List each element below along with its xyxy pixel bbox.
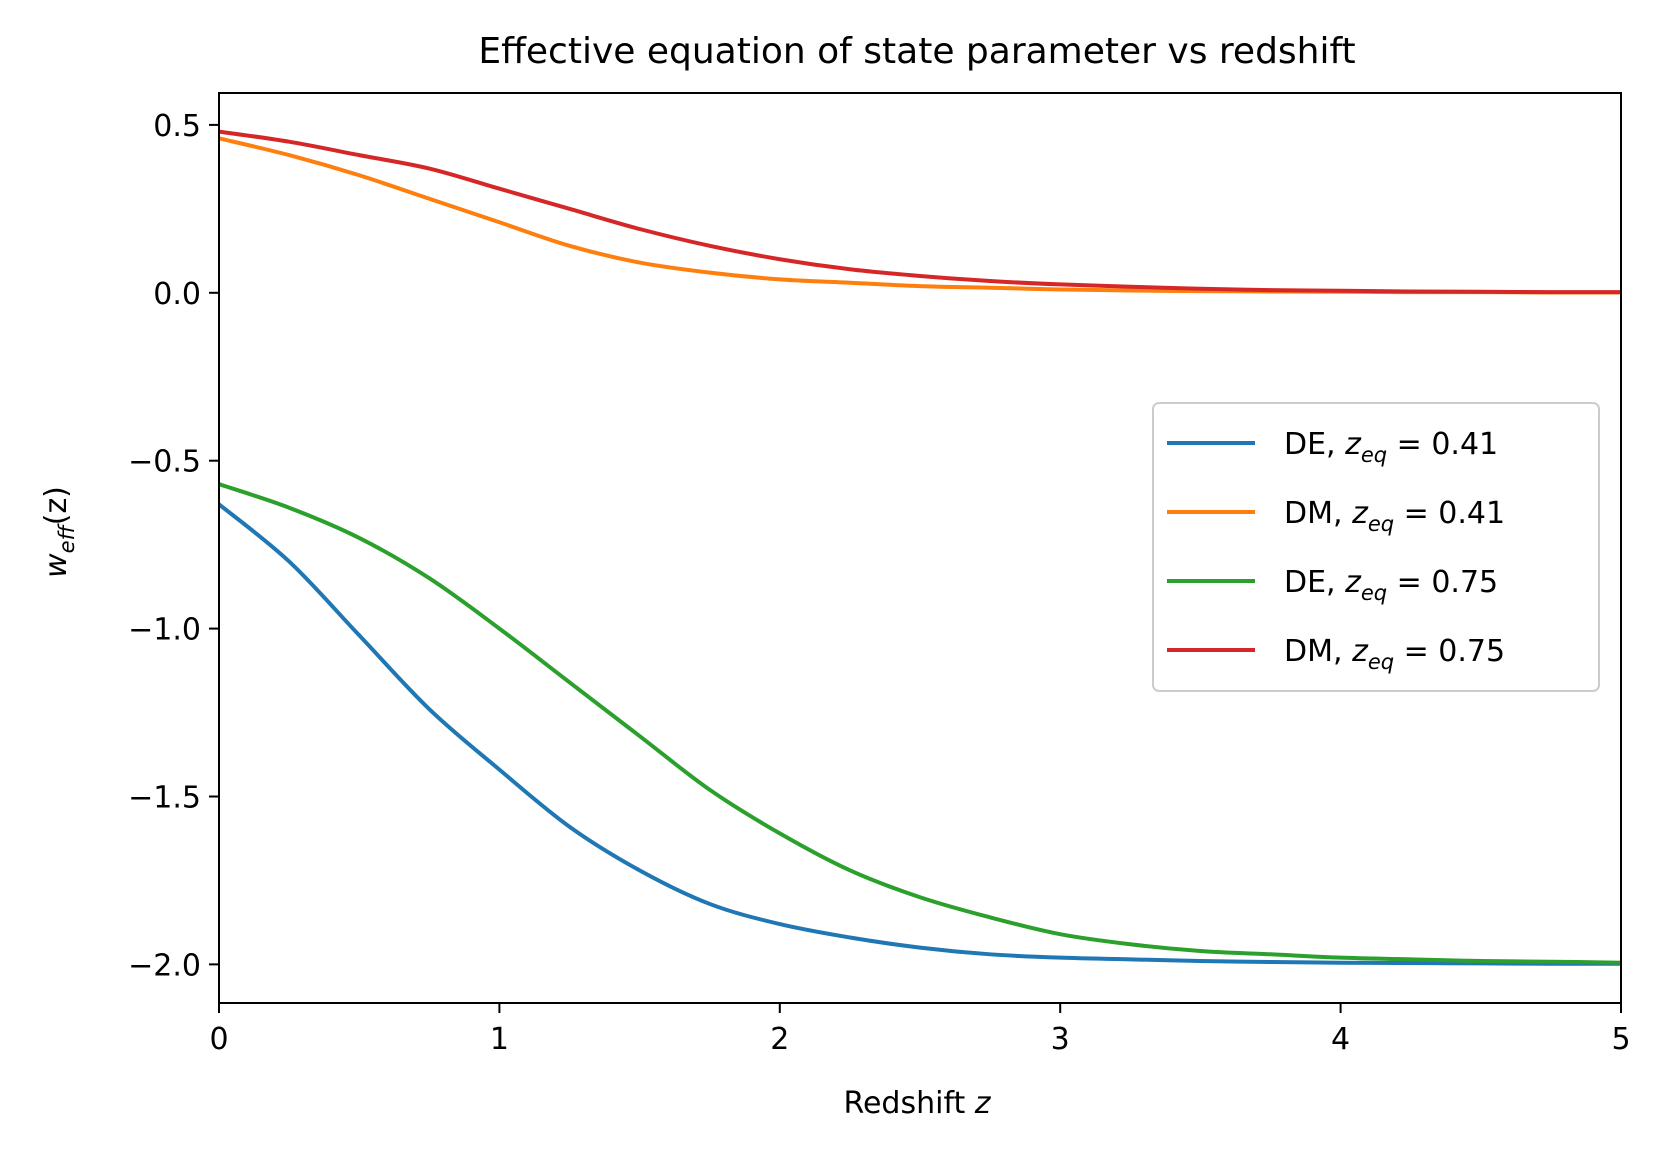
legend-box <box>1152 402 1600 692</box>
x-axis-label-var: z <box>974 1086 992 1121</box>
series-line-3 <box>219 482 1621 965</box>
x-tick-label-3: 3 <box>1051 1022 1070 1057</box>
y-tick-label-4: −1.5 <box>128 780 201 815</box>
x-tick-label-0: 0 <box>209 1022 228 1057</box>
y-tick-label-1: 0.0 <box>153 277 201 312</box>
chart-title: Effective equation of state parameter vs… <box>478 31 1355 72</box>
x-tick-label-2: 2 <box>770 1022 789 1057</box>
legend: DE, zeq = 0.41 DM, zeq = 0.41 DE, zeq = 0.… <box>1152 402 1600 692</box>
x-tick-label-5: 5 <box>1611 1022 1630 1057</box>
series-line-2 <box>219 136 1621 295</box>
svg-text:weff(z): weff(z) <box>39 486 79 578</box>
x-tick-label-1: 1 <box>490 1022 509 1057</box>
y-tick-label-5: −2.0 <box>128 948 201 983</box>
series-line-4 <box>219 129 1621 295</box>
y-axis-label: weff(z) <box>39 486 79 578</box>
plot-frame <box>218 92 1622 1004</box>
x-tick-label-4: 4 <box>1331 1022 1350 1057</box>
x-axis-label: Redshift z <box>843 1086 991 1121</box>
legend-label-2: DM, zeq = 0.41 <box>1284 496 1505 536</box>
y-axis-label-sub: eff <box>55 522 79 553</box>
series-line-1 <box>219 502 1621 966</box>
x-axis-label-text: Redshift <box>843 1086 974 1121</box>
y-tick-label-0: 0.5 <box>153 109 201 144</box>
plot-area: 0 1 2 3 4 5 0.5 0.0 −0.5 −1.0 −1.5 −2.0 <box>128 92 1631 1057</box>
y-axis-label-arg: (z) <box>39 486 74 525</box>
y-axis-label-base: w <box>39 553 74 578</box>
y-tick-label-2: −0.5 <box>128 445 201 480</box>
y-tick-label-3: −1.0 <box>128 613 201 648</box>
legend-label-3: DE, zeq = 0.75 <box>1284 565 1498 605</box>
legend-label-1: DE, zeq = 0.41 <box>1284 427 1498 467</box>
legend-label-4: DM, zeq = 0.75 <box>1284 634 1505 674</box>
